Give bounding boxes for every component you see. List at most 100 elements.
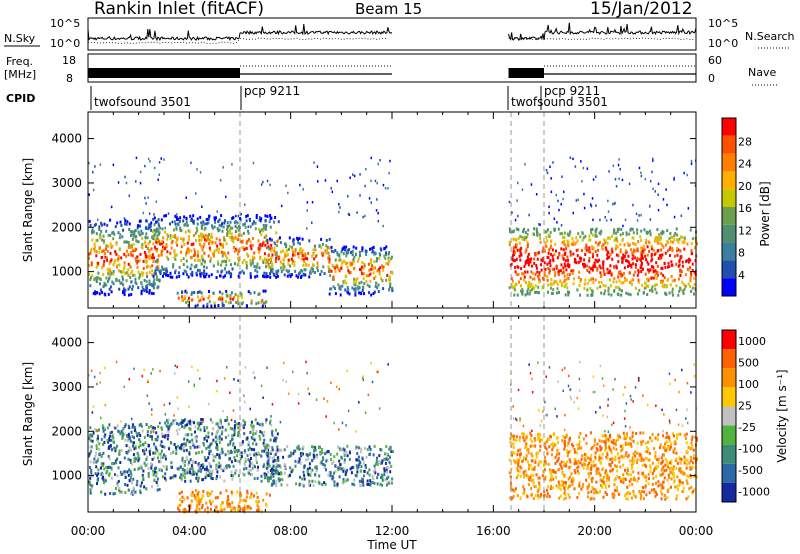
power-echo-cell <box>528 292 531 296</box>
velocity-echo-cell <box>665 468 668 472</box>
power-echo-cell <box>232 304 235 308</box>
power-echo-cell <box>127 262 130 266</box>
velocity-echo-cell <box>91 439 94 443</box>
velocity-echo-cell <box>622 455 625 459</box>
velocity-echo-cell <box>198 507 201 511</box>
power-echo-cell <box>110 290 113 294</box>
power-echo-cell <box>120 281 123 285</box>
power-colorbar-swatch-2 <box>722 153 736 172</box>
power-echo-cell <box>511 279 514 283</box>
power-echo-cell <box>125 222 128 226</box>
power-echo-cell <box>95 278 98 282</box>
power-echo-cell <box>254 275 257 279</box>
power-echo-cell <box>638 288 641 292</box>
power-echo-cell <box>140 271 143 275</box>
velocity-echo-cell <box>319 461 322 465</box>
power-echo-cell <box>227 251 230 255</box>
power-echo-cell <box>303 252 306 256</box>
power-echo-cell <box>668 265 671 269</box>
power-echo-cell <box>678 259 681 263</box>
velocity-echo-cell <box>177 504 180 508</box>
velocity-echo-cell <box>517 449 520 453</box>
velocity-echo-cell <box>337 466 340 470</box>
power-echo-cell <box>648 288 651 292</box>
velocity-echo-cell <box>243 473 246 477</box>
power-echo-cell <box>276 270 279 274</box>
velocity-echo-cell <box>534 460 537 464</box>
power-echo-cell <box>602 266 605 270</box>
velocity-echo-cell <box>384 461 387 465</box>
velocity-echo-cell <box>356 466 359 470</box>
power-echo-cell <box>680 270 683 274</box>
velocity-echo-cell <box>136 432 139 436</box>
power-echo-cell <box>370 258 372 262</box>
power-echo-cell <box>646 293 649 296</box>
power-echo-cell <box>251 222 254 226</box>
power-echo-cell <box>249 259 252 262</box>
power-echo-cell <box>202 220 205 224</box>
power-echo-cell <box>154 272 157 276</box>
velocity-echo-cell <box>101 473 104 477</box>
velocity-echo-cell <box>677 432 680 436</box>
velocity-echo-cell <box>148 444 150 447</box>
power-echo-cell <box>369 279 372 283</box>
velocity-echo-cell <box>340 455 343 459</box>
velocity-echo-cell <box>236 450 239 454</box>
velocity-echo-cell <box>220 467 223 471</box>
velocity-echo-cell <box>532 473 535 477</box>
power-echo-cell <box>508 286 511 290</box>
velocity-echo-cell <box>573 447 576 451</box>
velocity-echo-cell <box>308 479 311 483</box>
velocity-echo-cell <box>194 436 197 440</box>
velocity-echo-cell <box>686 449 688 453</box>
power-echo-cell <box>250 299 253 303</box>
power-echo-cell <box>574 165 577 168</box>
velocity-echo-cell <box>136 451 139 455</box>
velocity-echo-cell <box>183 425 186 429</box>
power-echo-cell <box>210 235 212 239</box>
power-echo-cell <box>345 281 348 285</box>
velocity-echo-cell <box>255 429 258 433</box>
power-echo-cell <box>533 227 536 231</box>
power-echo-cell <box>297 255 300 259</box>
velocity-echo-cell <box>582 482 585 486</box>
power-echo-cell <box>268 220 271 224</box>
velocity-echo-cell <box>248 459 251 463</box>
power-echo-cell <box>136 261 139 265</box>
velocity-echo-cell <box>569 465 572 469</box>
power-echo-cell <box>152 242 155 246</box>
power-echo-cell <box>600 280 603 284</box>
velocity-echo-cell <box>389 470 392 474</box>
velocity-echo-cell <box>97 456 100 460</box>
power-echo-cell <box>155 200 158 203</box>
power-echo-cell <box>252 261 255 264</box>
power-echo-cell <box>576 288 579 292</box>
power-echo-cell <box>371 250 374 254</box>
velocity-echo-cell <box>348 451 351 455</box>
power-echo-cell <box>389 285 391 289</box>
power-echo-cell <box>186 223 189 227</box>
power-echo-cell <box>89 276 92 280</box>
velocity-echo-cell <box>129 448 132 452</box>
power-echo-cell <box>263 257 266 261</box>
power-echo-cell <box>146 236 149 240</box>
power-echo-cell <box>174 253 177 257</box>
power-echo-cell <box>255 216 258 220</box>
velocity-echo-cell <box>197 497 200 500</box>
velocity-echo-cell <box>594 455 597 459</box>
power-echo-cell <box>221 260 224 264</box>
velocity-echo-cell <box>277 477 280 481</box>
velocity-echo-cell <box>236 490 239 494</box>
power-echo-cell <box>178 265 181 269</box>
power-echo-cell <box>162 236 165 240</box>
velocity-echo-cell <box>653 488 656 492</box>
power-echo-cell <box>560 263 563 267</box>
velocity-echo-cell <box>229 442 232 446</box>
velocity-echo-cell <box>183 469 186 472</box>
velocity-echo-cell <box>174 474 177 478</box>
power-echo-cell <box>137 270 140 274</box>
velocity-echo-cell <box>693 474 696 478</box>
velocity-echo-cell <box>636 479 639 483</box>
power-echo-cell <box>156 278 158 281</box>
velocity-echo-cell <box>149 434 152 438</box>
